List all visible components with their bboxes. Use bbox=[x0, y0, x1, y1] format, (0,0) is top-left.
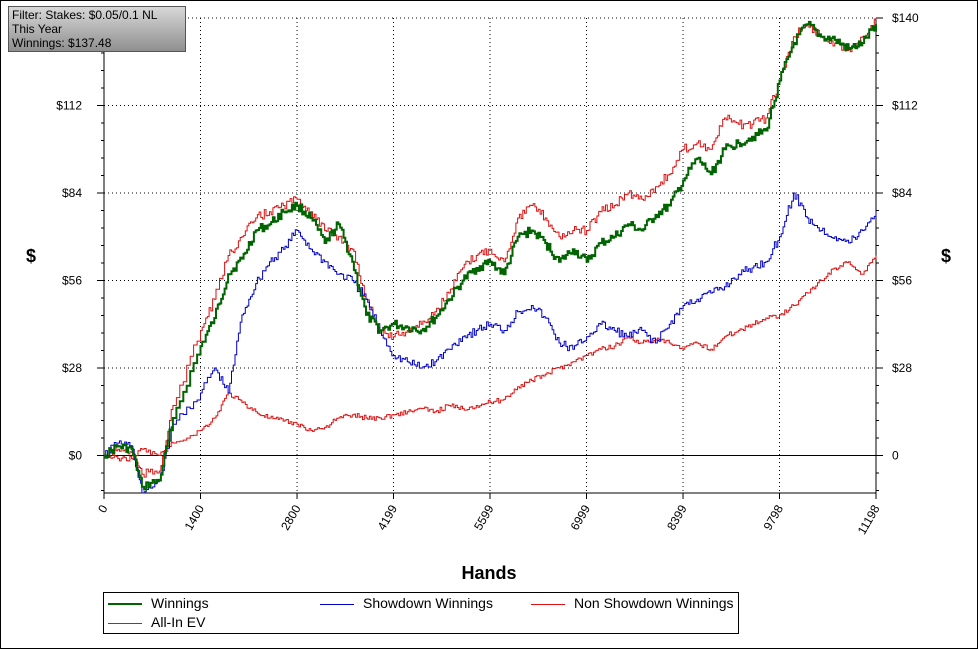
y-tick-label-left: $112 bbox=[56, 99, 82, 113]
y-axis-title-right: $ bbox=[941, 246, 951, 266]
y-tick-label-right: 0 bbox=[892, 449, 899, 463]
y-tick-label-right: $28 bbox=[892, 361, 912, 375]
legend-item-allin-ev: All-In EV bbox=[104, 613, 205, 631]
legend-label-allin-ev: All-In EV bbox=[151, 614, 206, 630]
x-tick-label: 8399 bbox=[664, 502, 690, 532]
legend-item-winnings: Winnings bbox=[104, 594, 209, 612]
tick-labels: 0 1400 2800 4199 5599 6999 8399 9798 11198 $0 0 $28… bbox=[55, 11, 919, 537]
filter-info-box: Filter: Stakes: $0.05/0.1 NL This Year W… bbox=[8, 6, 186, 52]
legend-swatch-showdown bbox=[320, 603, 354, 605]
legend-item-showdown: Showdown Winnings bbox=[316, 594, 493, 612]
legend-label-non-showdown: Non Showdown Winnings bbox=[574, 595, 734, 611]
y-tick-label-right: $56 bbox=[892, 274, 912, 288]
y-tick-label-left: $84 bbox=[62, 186, 82, 200]
y-tick-label-left: $56 bbox=[62, 274, 82, 288]
series-lines bbox=[104, 18, 877, 494]
legend-swatch-allin-ev bbox=[108, 622, 142, 624]
x-tick-label: 2800 bbox=[278, 502, 304, 532]
filter-stakes-text: Filter: Stakes: $0.05/0.1 NL bbox=[12, 8, 158, 22]
legend-label-winnings: Winnings bbox=[151, 595, 209, 611]
gridlines bbox=[104, 17, 877, 493]
axes bbox=[97, 17, 883, 499]
y-tick-label-left: $0 bbox=[69, 449, 83, 463]
x-tick-label: 4199 bbox=[375, 502, 401, 532]
x-tick-label: 5599 bbox=[471, 502, 497, 532]
legend-label-showdown: Showdown Winnings bbox=[363, 595, 493, 611]
filter-winnings-text: Winnings: $137.48 bbox=[12, 36, 112, 50]
x-tick-label: 11198 bbox=[855, 502, 883, 537]
series-line-winnings bbox=[104, 20, 877, 491]
x-tick-label: 0 bbox=[95, 502, 111, 515]
legend-item-non-showdown: Non Showdown Winnings bbox=[527, 594, 734, 612]
x-tick-label: 6999 bbox=[568, 502, 594, 532]
y-tick-label-left: $28 bbox=[62, 361, 82, 375]
series-line-all-in-ev bbox=[104, 18, 877, 478]
series-line-showdown-winnings bbox=[104, 192, 877, 494]
filter-period-text: This Year bbox=[12, 22, 63, 36]
legend-swatch-winnings bbox=[108, 603, 142, 606]
x-tick-label: 1400 bbox=[182, 502, 208, 532]
series-line-non-showdown-winnings bbox=[104, 255, 877, 462]
y-tick-label-right: $112 bbox=[892, 99, 918, 113]
y-tick-label-right: $140 bbox=[892, 11, 919, 25]
x-tick-label: 9798 bbox=[761, 502, 787, 532]
legend-swatch-non-showdown bbox=[531, 603, 565, 605]
x-axis-title: Hands bbox=[461, 563, 516, 583]
chart-legend: Winnings Showdown Winnings Non Showdown … bbox=[103, 592, 739, 634]
y-tick-label-right: $84 bbox=[892, 186, 912, 200]
y-axis-title-left: $ bbox=[26, 246, 36, 266]
